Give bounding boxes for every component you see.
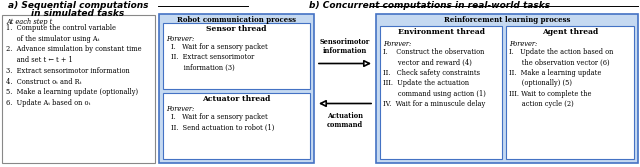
Bar bbox=[163, 93, 310, 159]
Text: Sensorimotor
information: Sensorimotor information bbox=[320, 38, 370, 55]
Text: At each step t: At each step t bbox=[6, 18, 52, 26]
Text: I.   Wait for a sensory packet
II.  Extract sensorimotor
      information (3): I. Wait for a sensory packet II. Extract… bbox=[171, 43, 268, 72]
Text: Forever:: Forever: bbox=[166, 105, 195, 113]
Text: Environment thread: Environment thread bbox=[397, 28, 484, 36]
Text: I.   Update the action based on
      the observation vector (6)
II.  Make a lea: I. Update the action based on the observ… bbox=[509, 48, 613, 108]
Text: I.    Construct the observation
       vector and reward (4)
II.   Check safety : I. Construct the observation vector and … bbox=[383, 48, 486, 108]
Bar bbox=[163, 23, 310, 89]
Text: 1.  Compute the control variable
     of the simulator using Aₜ
2.  Advance simu: 1. Compute the control variable of the s… bbox=[6, 24, 141, 107]
Text: Actuator thread: Actuator thread bbox=[202, 95, 271, 103]
Text: a) Sequential computations: a) Sequential computations bbox=[8, 1, 148, 10]
Text: Actuation
command: Actuation command bbox=[327, 112, 363, 129]
Bar bbox=[159, 14, 314, 163]
Text: Forever:: Forever: bbox=[383, 40, 412, 48]
Text: Forever:: Forever: bbox=[509, 40, 537, 48]
Bar bbox=[2, 15, 155, 163]
Bar bbox=[506, 26, 634, 159]
Text: in simulated tasks: in simulated tasks bbox=[31, 9, 125, 18]
Text: Forever:: Forever: bbox=[166, 35, 195, 43]
Bar bbox=[376, 14, 638, 163]
Text: Robot communication process: Robot communication process bbox=[177, 16, 296, 24]
Text: I.   Wait for a sensory packet
II.  Send actuation to robot (1): I. Wait for a sensory packet II. Send ac… bbox=[171, 113, 275, 131]
Text: Reinforcement learning process: Reinforcement learning process bbox=[444, 16, 570, 24]
Text: Agent thread: Agent thread bbox=[542, 28, 598, 36]
Bar bbox=[380, 26, 502, 159]
Text: b) Concurrent computations in real-world tasks: b) Concurrent computations in real-world… bbox=[309, 1, 550, 10]
Text: Sensor thread: Sensor thread bbox=[206, 25, 267, 33]
